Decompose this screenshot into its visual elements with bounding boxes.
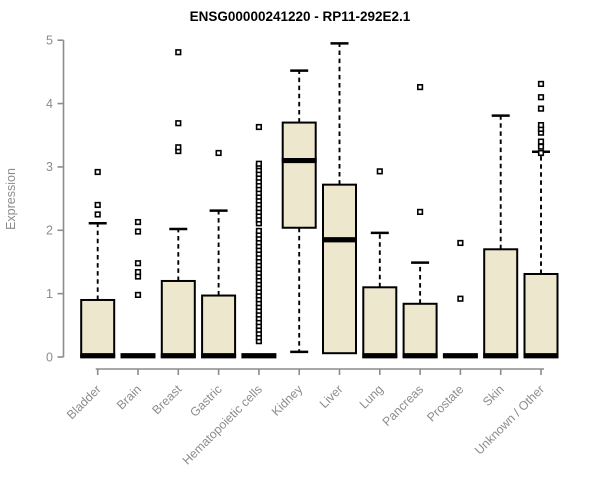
- outlier-point: [94, 201, 101, 209]
- outlier-point: [537, 138, 545, 145]
- x-category-label: Unknown / Other: [472, 382, 547, 457]
- box-rect: [201, 294, 237, 359]
- outlier-point: [255, 227, 263, 235]
- outlier-point: [537, 149, 545, 157]
- x-category-label: Breast: [149, 382, 184, 417]
- boxplot-group-liver: [322, 42, 357, 355]
- boxplot-group-prostate: [442, 239, 478, 359]
- x-category-label: Lung: [357, 382, 386, 411]
- outlier-point: [255, 123, 263, 131]
- outlier-point: [537, 80, 545, 88]
- outlier-point: [537, 105, 545, 112]
- box-rect: [402, 302, 438, 358]
- boxplot-group-gastric: [201, 149, 237, 359]
- y-axis-title: Expression: [4, 168, 18, 230]
- outlier-point: [457, 295, 464, 302]
- box-rect: [80, 298, 116, 359]
- y-tick-label: 4: [46, 97, 53, 111]
- x-category-label: Pancreas: [380, 382, 427, 429]
- outlier-point: [134, 268, 142, 276]
- outlier-point: [537, 143, 545, 150]
- chart-title: ENSG00000241220 - RP11-292E2.1: [190, 9, 411, 24]
- outlier-point: [94, 211, 101, 218]
- x-category-label: Bladder: [64, 382, 104, 422]
- outlier-point: [134, 228, 142, 235]
- box-rect: [523, 272, 559, 359]
- box-rect: [362, 286, 398, 358]
- boxplot-group-kidney: [281, 69, 317, 354]
- boxplot-group-breast: [160, 49, 196, 359]
- x-category-label: Skin: [480, 382, 507, 409]
- outlier-point: [416, 208, 424, 216]
- outlier-point: [376, 168, 383, 175]
- outlier-point: [175, 120, 182, 127]
- x-category-label: Liver: [317, 382, 346, 411]
- box-rect: [160, 279, 196, 358]
- outlier-point: [255, 160, 263, 167]
- box-rect: [322, 183, 357, 355]
- y-tick-label: 2: [46, 224, 53, 238]
- y-tick-label: 5: [46, 34, 53, 48]
- x-category-label: Kidney: [269, 382, 306, 419]
- y-axis: 0 1 2 3 4 5: [46, 34, 65, 364]
- boxplot-series: [80, 42, 559, 359]
- y-tick-label: 3: [46, 160, 53, 174]
- outlier-point: [175, 144, 182, 151]
- outlier-point: [134, 260, 142, 267]
- outlier-point: [416, 83, 424, 91]
- outlier-point: [457, 239, 464, 247]
- box-rect: [281, 121, 317, 229]
- outlier-point: [134, 291, 142, 299]
- boxplot-group-hematopoietic-cells: [241, 123, 277, 359]
- x-category-label: Hematopoietic cells: [180, 382, 265, 467]
- boxplot-group-brain: [120, 218, 156, 359]
- outlier-point: [537, 94, 545, 101]
- outlier-point: [175, 49, 182, 56]
- boxplot-group-pancreas: [402, 83, 438, 359]
- outlier-point: [134, 218, 142, 226]
- boxplot-group-lung: [362, 168, 398, 359]
- y-tick-label: 0: [46, 350, 53, 364]
- outlier-point: [94, 168, 101, 176]
- boxplot-group-unknown-other: [523, 80, 559, 359]
- x-category-label: Prostate: [424, 382, 466, 424]
- boxplot-group-skin: [483, 114, 519, 359]
- y-tick-label: 1: [46, 287, 53, 301]
- boxplot-group-bladder: [80, 168, 116, 359]
- outlier-point: [215, 149, 222, 157]
- x-category-label: Gastric: [187, 382, 224, 419]
- outlier-point: [537, 122, 545, 129]
- box-rect: [483, 248, 519, 358]
- x-category-label: Brain: [114, 382, 144, 412]
